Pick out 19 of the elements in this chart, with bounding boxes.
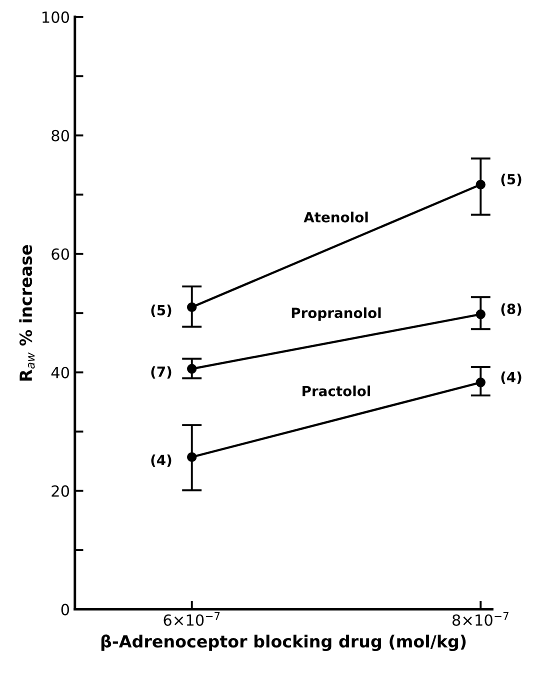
series-label: Propranolol xyxy=(292,307,381,321)
x-tick-label: 8×10$^{−7}$ xyxy=(452,612,508,626)
series-label: Atenolol xyxy=(304,212,368,222)
text: (5) xyxy=(501,174,522,186)
series-label: Practolol xyxy=(302,386,370,396)
text: (8) xyxy=(501,303,522,316)
y-tick-label: 40 xyxy=(51,366,70,378)
annotation: (7) xyxy=(151,366,172,379)
x-axis-title: β-Adrenoceptor blocking drug (mol/kg) xyxy=(101,634,466,651)
x-tick-label: 6×10$^{−7}$ xyxy=(164,612,220,626)
y-tick-label: 0 xyxy=(61,604,70,616)
text: (4) xyxy=(501,372,522,384)
annotation: (5) xyxy=(151,304,172,318)
y-tick-label: 20 xyxy=(52,485,70,497)
annotation: (4) xyxy=(151,454,172,467)
y-tick-label: 80 xyxy=(52,130,70,142)
y-axis-title: R$_{aw}$ % increase xyxy=(19,245,35,381)
y-tick-label: 100 xyxy=(42,11,70,23)
y-tick-label: 60 xyxy=(52,248,70,260)
